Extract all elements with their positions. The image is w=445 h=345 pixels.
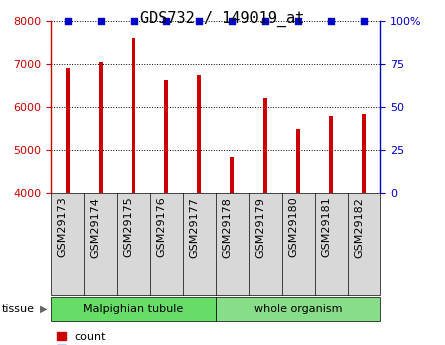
- Bar: [165, 80, 168, 193]
- Text: GSM29174: GSM29174: [91, 197, 101, 257]
- Point: [97, 18, 104, 23]
- Text: GSM29181: GSM29181: [321, 197, 331, 257]
- Text: GSM29182: GSM29182: [354, 197, 364, 257]
- Text: GSM29176: GSM29176: [157, 197, 166, 257]
- Point: [328, 18, 335, 23]
- Bar: [362, 114, 366, 193]
- Bar: [99, 62, 102, 193]
- Text: GSM29179: GSM29179: [255, 197, 265, 257]
- Text: GSM29177: GSM29177: [190, 197, 199, 257]
- Point: [130, 18, 137, 23]
- Bar: [329, 116, 333, 193]
- Point: [262, 18, 269, 23]
- Text: GSM29178: GSM29178: [222, 197, 232, 257]
- Text: tissue: tissue: [2, 304, 35, 314]
- Bar: [263, 98, 267, 193]
- Text: GSM29175: GSM29175: [124, 197, 134, 257]
- Text: whole organism: whole organism: [254, 304, 342, 314]
- Bar: [198, 76, 201, 193]
- Text: GSM29180: GSM29180: [288, 197, 298, 257]
- Point: [229, 18, 236, 23]
- Text: GSM29173: GSM29173: [58, 197, 68, 257]
- Point: [163, 18, 170, 23]
- Bar: [296, 129, 300, 193]
- Point: [295, 18, 302, 23]
- Bar: [132, 38, 135, 193]
- Bar: [231, 157, 234, 193]
- Text: Malpighian tubule: Malpighian tubule: [83, 304, 184, 314]
- Point: [64, 18, 71, 23]
- Point: [196, 18, 203, 23]
- Text: GDS732 / 149019_at: GDS732 / 149019_at: [140, 10, 305, 27]
- Text: ▶: ▶: [40, 304, 47, 314]
- Legend: count, percentile rank within the sample: count, percentile rank within the sample: [57, 332, 263, 345]
- Bar: [66, 68, 69, 193]
- Point: [360, 18, 368, 23]
